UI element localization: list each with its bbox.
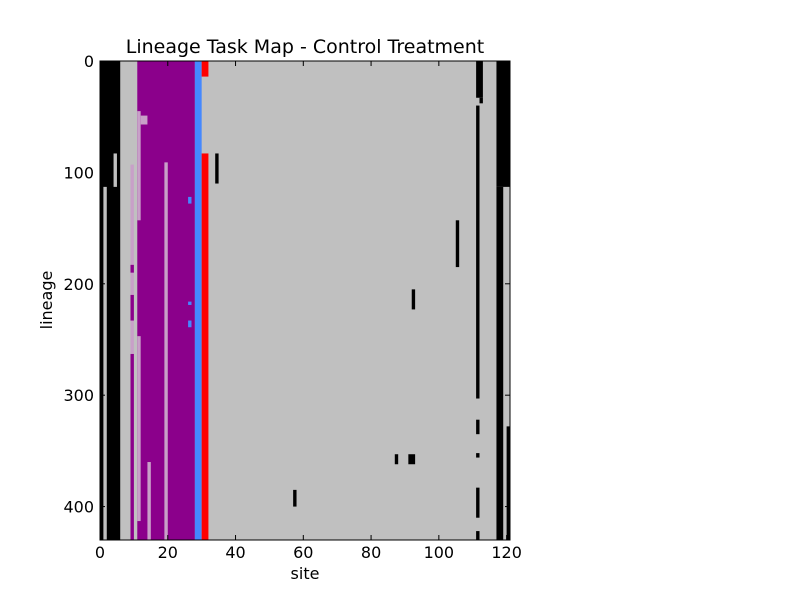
x-tick-label: 0: [95, 543, 105, 562]
x-axis-label: site: [291, 564, 320, 583]
x-tick-label: 40: [225, 543, 245, 562]
heatmap-cell: [476, 453, 480, 458]
x-tick-label: 100: [424, 543, 455, 562]
heatmap-cell: [496, 186, 504, 540]
y-tick-label: 200: [63, 275, 94, 294]
heatmap-cell: [147, 462, 151, 540]
chart-title: Lineage Task Map - Control Treatment: [126, 36, 485, 58]
heatmap-cells: [100, 61, 510, 541]
heatmap-cell: [130, 164, 134, 541]
heatmap-cell: [100, 61, 121, 540]
heatmap-cell: [164, 162, 168, 541]
heatmap-cell: [476, 105, 480, 399]
x-tick-label: 60: [293, 543, 313, 562]
heatmap-cell: [411, 289, 416, 310]
heatmap-cell: [188, 196, 192, 204]
x-tick-label: 20: [158, 543, 178, 562]
x-tick-label: 80: [361, 543, 381, 562]
y-tick-label: 400: [63, 498, 94, 517]
heatmap-cell: [137, 336, 141, 522]
heatmap-cell: [103, 186, 107, 540]
x-tick-label: 120: [491, 543, 522, 562]
heatmap-cell: [479, 97, 483, 104]
heatmap-cell: [476, 419, 480, 435]
heatmap-cell: [130, 353, 134, 540]
y-tick-label: 0: [84, 52, 94, 71]
heatmap-cell: [188, 320, 192, 328]
y-tick-label: 100: [63, 163, 94, 182]
heatmap-cell: [293, 489, 297, 507]
plot-frame: [99, 60, 511, 541]
heatmap-cell: [506, 426, 510, 540]
heatmap-cell: [140, 115, 148, 125]
plot-area: [99, 60, 511, 541]
heatmap-cell: [130, 294, 134, 321]
heatmap-cell: [120, 61, 138, 540]
heatmap-cell: [476, 61, 483, 98]
heatmap-cell: [215, 153, 219, 184]
y-axis-label: lineage: [37, 271, 56, 330]
heatmap-cell: [130, 264, 134, 273]
heatmap-cell: [201, 61, 209, 77]
y-axis-ticks: 0 100 200 300 400: [63, 52, 510, 517]
heatmap-cell: [194, 61, 202, 540]
x-axis-ticks: 0 20 40 60 80 100 120: [95, 61, 522, 562]
heatmap-cell: [496, 61, 510, 187]
heatmap-cell: [113, 153, 117, 187]
heatmap-cell: [476, 531, 480, 540]
heatmap-cell: [188, 301, 192, 305]
heatmap-cell: [137, 111, 141, 221]
y-tick-label: 300: [63, 386, 94, 405]
heatmap-cell: [408, 454, 416, 465]
heatmap-cell: [201, 153, 209, 541]
heatmap-cell: [394, 454, 399, 465]
heatmap-cell: [455, 220, 460, 268]
heatmap-cell: [476, 487, 480, 518]
